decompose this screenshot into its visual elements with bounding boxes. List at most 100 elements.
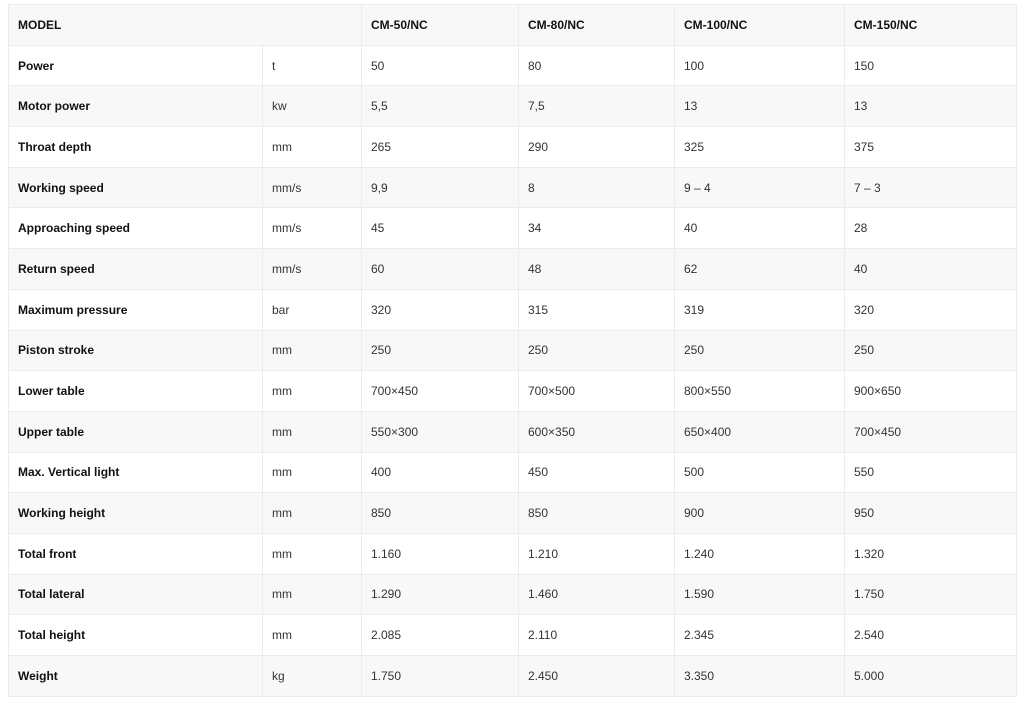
spec-value: 2.110 <box>518 614 675 656</box>
table-row: Maximum pressure bar 320 315 319 320 <box>8 288 1017 331</box>
table-row: Upper table mm 550×300 600×350 650×400 700×45… <box>8 410 1017 453</box>
table-row: Working height mm 850 850 900 950 <box>8 492 1017 534</box>
spec-value: 700×500 <box>518 370 675 412</box>
spec-value: 315 <box>518 288 675 331</box>
spec-unit: t <box>262 44 362 87</box>
spec-value: 950 <box>844 492 1017 534</box>
spec-value: 319 <box>674 288 845 331</box>
spec-value: 8 <box>518 166 675 209</box>
spec-value: 375 <box>844 126 1017 168</box>
spec-unit: mm <box>262 451 362 494</box>
spec-unit: bar <box>262 288 362 331</box>
spec-value: 45 <box>361 207 519 250</box>
spec-value: 60 <box>361 248 519 290</box>
spec-value: 1.750 <box>361 655 519 697</box>
spec-name: Approaching speed <box>8 207 263 250</box>
spec-value: 1.590 <box>674 573 845 616</box>
spec-value: 850 <box>518 492 675 534</box>
spec-value: 5,5 <box>361 85 519 128</box>
spec-value: 9 – 4 <box>674 166 845 209</box>
table-row: Total height mm 2.085 2.110 2.345 2.540 <box>8 614 1017 656</box>
spec-name: Motor power <box>8 85 263 128</box>
spec-value: 13 <box>674 85 845 128</box>
table-row: Weight kg 1.750 2.450 3.350 5.000 <box>8 655 1017 697</box>
spec-unit: mm <box>262 410 362 453</box>
spec-value: 650×400 <box>674 410 845 453</box>
spec-value: 28 <box>844 207 1017 250</box>
spec-value: 900×650 <box>844 370 1017 412</box>
spec-value: 290 <box>518 126 675 168</box>
model-header-cell: CM-150/NC <box>844 4 1017 46</box>
specs-table: MODEL CM-50/NC CM-80/NC CM-100/NC CM-150… <box>8 4 1017 697</box>
table-row: Return speed mm/s 60 48 62 40 <box>8 248 1017 290</box>
spec-value: 550×300 <box>361 410 519 453</box>
model-header: MODEL <box>8 4 362 46</box>
spec-value: 5.000 <box>844 655 1017 697</box>
spec-name: Throat depth <box>8 126 263 168</box>
table-row: Motor power kw 5,5 7,5 13 13 <box>8 85 1017 128</box>
table-row: Approaching speed mm/s 45 34 40 28 <box>8 207 1017 250</box>
spec-value: 2.345 <box>674 614 845 656</box>
spec-value: 600×350 <box>518 410 675 453</box>
spec-value: 2.540 <box>844 614 1017 656</box>
spec-value: 1.160 <box>361 532 519 575</box>
spec-value: 1.240 <box>674 532 845 575</box>
spec-value: 7,5 <box>518 85 675 128</box>
spec-value: 265 <box>361 126 519 168</box>
spec-name: Weight <box>8 655 263 697</box>
spec-name: Max. Vertical light <box>8 451 263 494</box>
spec-value: 250 <box>361 329 519 372</box>
table-row: Lower table mm 700×450 700×500 800×550 900×65… <box>8 370 1017 412</box>
spec-name: Power <box>8 44 263 87</box>
spec-value: 40 <box>844 248 1017 290</box>
model-header-cell: CM-50/NC <box>361 4 519 46</box>
spec-unit: mm/s <box>262 207 362 250</box>
spec-value: 250 <box>844 329 1017 372</box>
spec-name: Return speed <box>8 248 263 290</box>
model-header-cell: CM-100/NC <box>674 4 845 46</box>
model-header-cell: CM-80/NC <box>518 4 675 46</box>
spec-value: 2.085 <box>361 614 519 656</box>
spec-value: 1.460 <box>518 573 675 616</box>
spec-value: 7 – 3 <box>844 166 1017 209</box>
spec-name: Total lateral <box>8 573 263 616</box>
spec-value: 80 <box>518 44 675 87</box>
spec-unit: mm/s <box>262 166 362 209</box>
spec-value: 800×550 <box>674 370 845 412</box>
spec-name: Working height <box>8 492 263 534</box>
spec-name: Total front <box>8 532 263 575</box>
spec-value: 500 <box>674 451 845 494</box>
spec-unit: mm <box>262 126 362 168</box>
spec-value: 50 <box>361 44 519 87</box>
table-row: Piston stroke mm 250 250 250 250 <box>8 329 1017 372</box>
spec-unit: mm <box>262 492 362 534</box>
spec-value: 850 <box>361 492 519 534</box>
spec-name: Piston stroke <box>8 329 263 372</box>
table-row: Total lateral mm 1.290 1.460 1.590 1.750 <box>8 573 1017 616</box>
table-row: Throat depth mm 265 290 325 375 <box>8 126 1017 168</box>
spec-value: 325 <box>674 126 845 168</box>
spec-name: Maximum pressure <box>8 288 263 331</box>
spec-value: 1.210 <box>518 532 675 575</box>
header-row: MODEL CM-50/NC CM-80/NC CM-100/NC CM-150… <box>8 4 1017 46</box>
spec-name: Working speed <box>8 166 263 209</box>
spec-value: 62 <box>674 248 845 290</box>
spec-unit: kg <box>262 655 362 697</box>
spec-name: Total height <box>8 614 263 656</box>
spec-value: 700×450 <box>361 370 519 412</box>
spec-value: 2.450 <box>518 655 675 697</box>
spec-value: 100 <box>674 44 845 87</box>
spec-value: 150 <box>844 44 1017 87</box>
spec-unit: kw <box>262 85 362 128</box>
spec-value: 550 <box>844 451 1017 494</box>
spec-name: Upper table <box>8 410 263 453</box>
spec-value: 400 <box>361 451 519 494</box>
spec-value: 1.290 <box>361 573 519 616</box>
spec-value: 450 <box>518 451 675 494</box>
spec-unit: mm <box>262 329 362 372</box>
spec-value: 40 <box>674 207 845 250</box>
spec-value: 3.350 <box>674 655 845 697</box>
spec-unit: mm <box>262 370 362 412</box>
spec-unit: mm <box>262 614 362 656</box>
table-row: Total front mm 1.160 1.210 1.240 1.320 <box>8 532 1017 575</box>
